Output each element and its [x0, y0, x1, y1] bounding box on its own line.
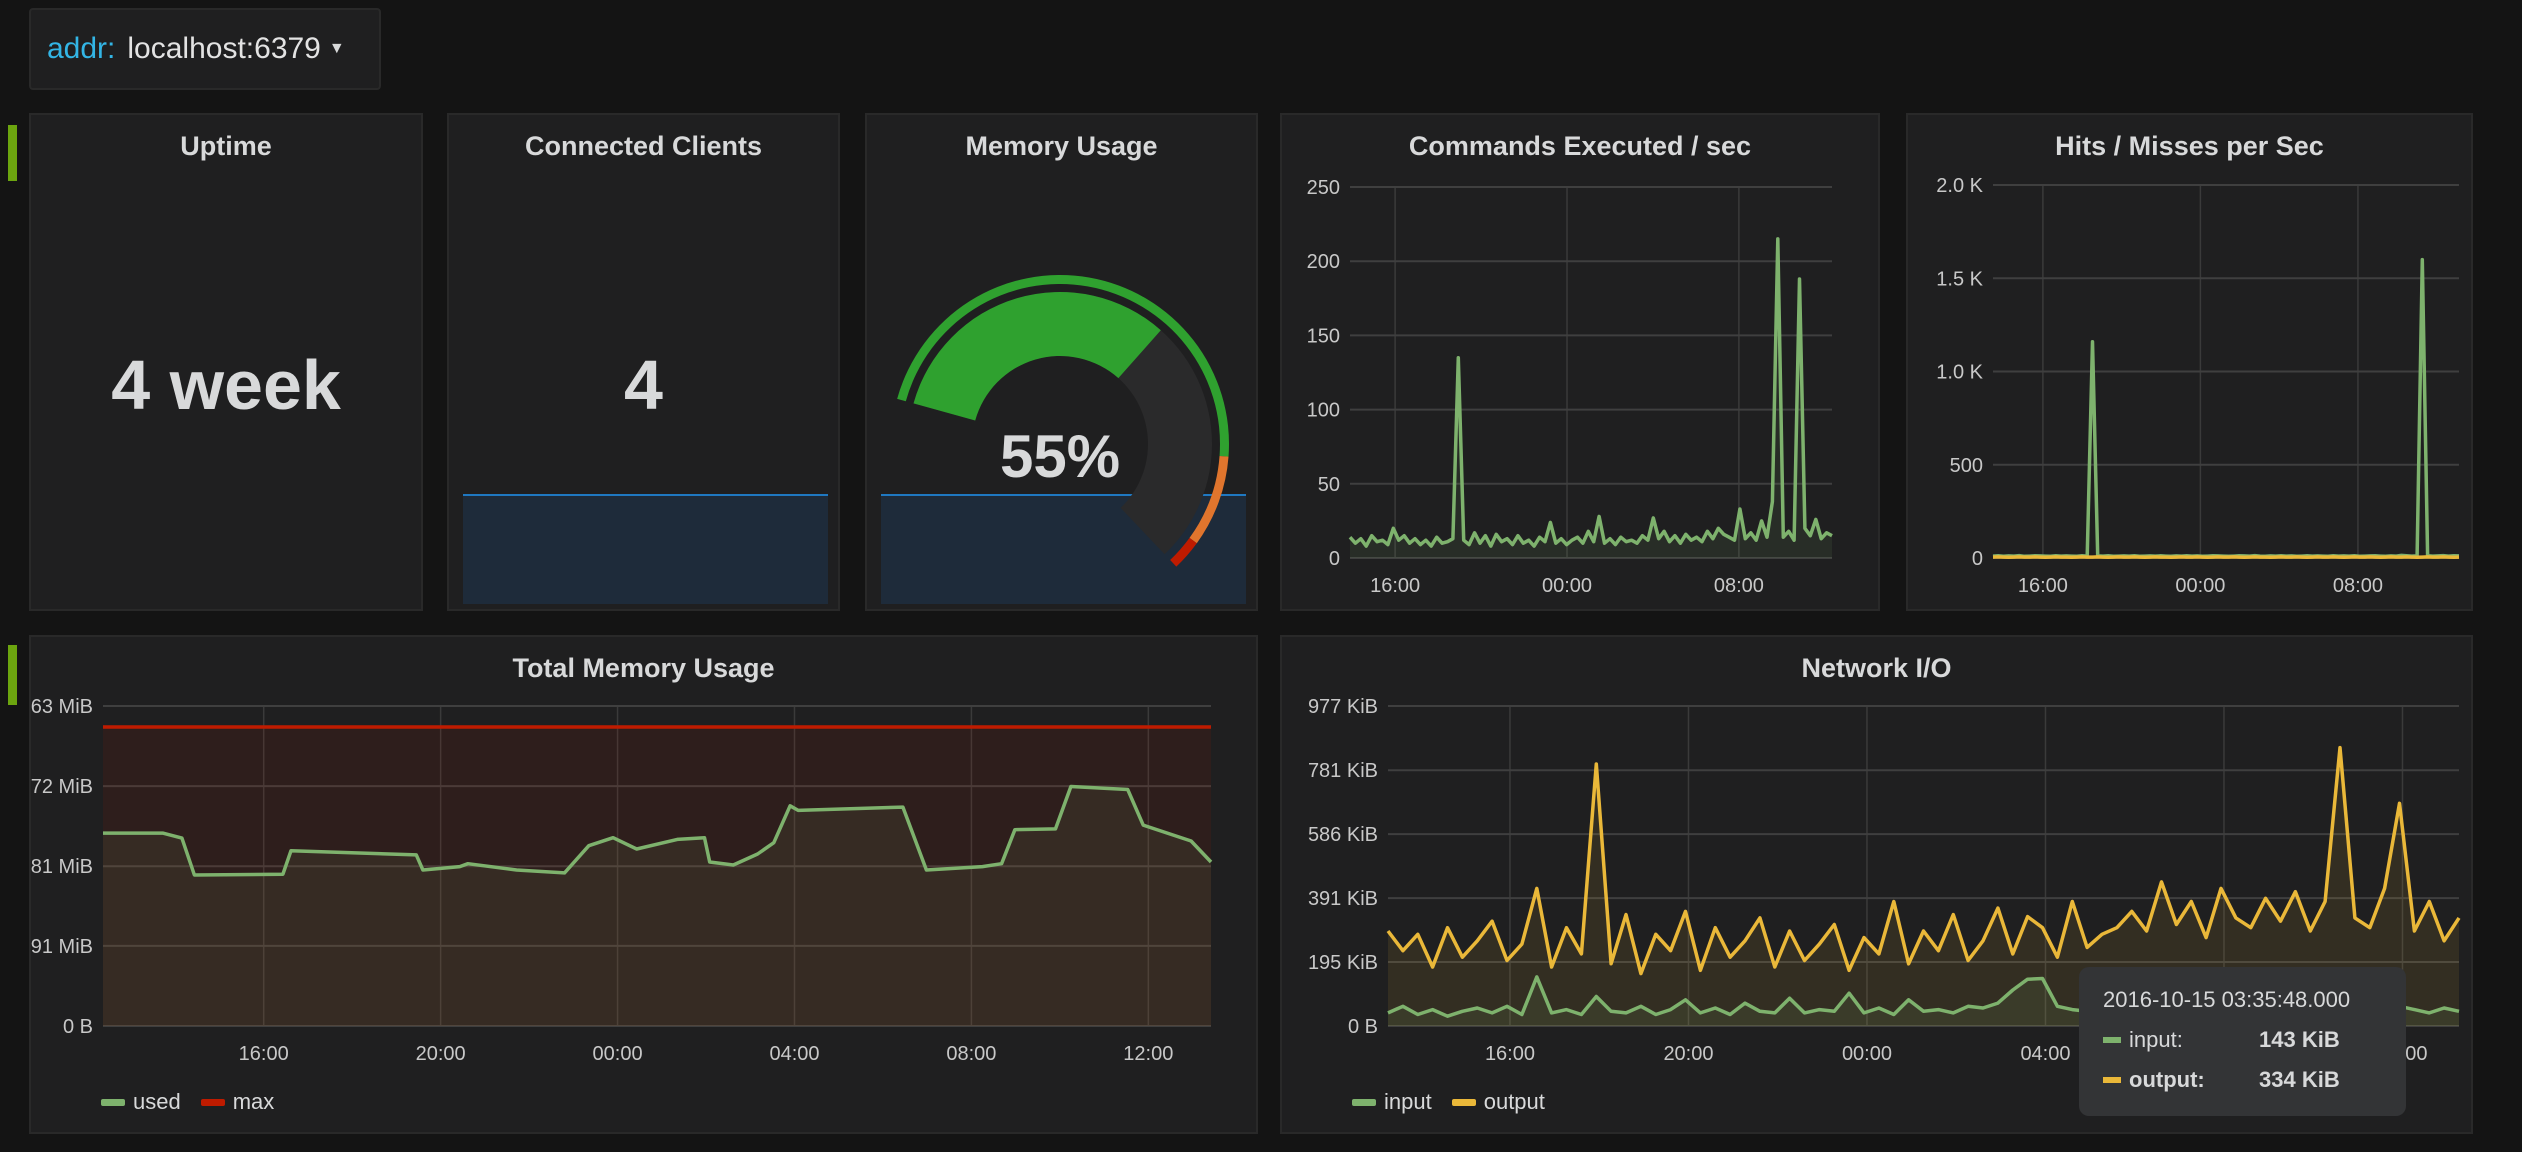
- tooltip-time: 2016-10-15 03:35:48.000: [2103, 987, 2351, 1012]
- y-tick-label: 100: [1307, 400, 1340, 422]
- panel-title[interactable]: Connected Clients: [524, 131, 763, 161]
- x-tick-label: 00:00: [1542, 575, 1592, 597]
- x-tick-label: 12:00: [1123, 1043, 1173, 1065]
- panel-connected-clients: Connected Clients 4: [447, 113, 840, 611]
- legend-item-used[interactable]: used: [101, 1089, 181, 1115]
- panel-title[interactable]: Uptime: [180, 131, 272, 161]
- y-tick-label: 195 KiB: [1308, 952, 1378, 974]
- legend: input output: [1352, 1089, 1545, 1115]
- y-tick-label: 191 MiB: [31, 936, 93, 958]
- y-tick-label: 781 KiB: [1308, 760, 1378, 782]
- variable-value: localhost:6379: [127, 32, 321, 65]
- commands-chart: 16:00 00:00 08:00 0 50 100 150 200 250: [1307, 177, 1833, 597]
- panel-title[interactable]: Hits / Misses per Sec: [2055, 131, 2324, 161]
- y-tick-label: 0 B: [1348, 1016, 1378, 1038]
- panel-total-memory: Total Memory Usage 16:00 20:00 00:00 04:00 0…: [29, 635, 1258, 1134]
- row-indicator: [8, 125, 17, 181]
- y-tick-label: 0: [1972, 548, 1983, 570]
- tooltip-row-output: output: 334 KiB: [2103, 1067, 2382, 1093]
- panel-memory-usage: Memory Usage 55%: [865, 113, 1258, 611]
- uptime-value: 4 week: [111, 346, 341, 424]
- legend-item-output[interactable]: output: [1451, 1089, 1545, 1115]
- panel-network-io: Network I/O 16:0020:0000:0004:0008:0012:…: [1280, 635, 2473, 1134]
- gauge-threshold-critical: [1170, 537, 1197, 567]
- panel-title[interactable]: Total Memory Usage: [512, 653, 775, 683]
- legend-item-max[interactable]: max: [200, 1089, 274, 1115]
- x-tick-label: 08:00: [2333, 575, 2383, 597]
- caret-down-icon: ▼: [328, 40, 345, 57]
- series-line: [1348, 237, 1833, 548]
- panel-uptime: Uptime 4 week: [29, 113, 423, 611]
- y-tick-label: 1.5 K: [1936, 268, 1983, 290]
- series-area: [1388, 747, 2459, 1026]
- x-tick-label: 20:00: [1663, 1043, 1713, 1065]
- y-tick-label: 977 KiB: [1308, 696, 1378, 718]
- y-tick-label: 50: [1318, 474, 1340, 496]
- x-tick-label: 00:00: [593, 1043, 643, 1065]
- y-tick-label: 2.0 K: [1936, 175, 1983, 197]
- x-tick-label: 04:00: [2020, 1043, 2070, 1065]
- panel-title[interactable]: Commands Executed / sec: [1408, 131, 1752, 161]
- y-tick-label: 0 B: [63, 1016, 93, 1038]
- gauge-value-arc: [913, 292, 1161, 421]
- series-area: [103, 786, 1211, 1026]
- y-tick-label: 586 KiB: [1308, 824, 1378, 846]
- x-tick-label: 08:00: [946, 1043, 996, 1065]
- y-tick-label: 150: [1307, 325, 1340, 347]
- gauge-value-text: 55%: [1000, 423, 1120, 490]
- row-indicator: [8, 645, 17, 705]
- x-tick-label: 16:00: [1485, 1043, 1535, 1065]
- panel-title[interactable]: Network I/O: [1801, 653, 1952, 683]
- gauge-threshold-warning: [1189, 455, 1229, 544]
- y-tick-label: 250: [1307, 177, 1340, 199]
- variable-label: addr:: [47, 32, 116, 65]
- legend-item-input[interactable]: input: [1352, 1089, 1432, 1115]
- x-tick-label: 20:00: [416, 1043, 466, 1065]
- series-area: [103, 727, 1211, 1026]
- x-tick-label: 08:00: [1714, 575, 1764, 597]
- x-tick-label: 04:00: [769, 1043, 819, 1065]
- hits-misses-chart: 16:00 00:00 08:00 0 500 1.0 K 1.5 K 2.0 K: [1936, 175, 2460, 597]
- x-tick-label: 00:00: [1842, 1043, 1892, 1065]
- y-tick-label: 1.0 K: [1936, 362, 1983, 384]
- series-line-output: [1386, 745, 2461, 976]
- series-area: [1350, 238, 1832, 558]
- x-tick-label: 16:00: [2018, 575, 2068, 597]
- clients-value: 4: [624, 346, 663, 424]
- y-tick-label: 200: [1307, 251, 1340, 273]
- tooltip-row-input: input: 143 KiB: [2103, 1027, 2382, 1053]
- y-tick-label: 572 MiB: [31, 776, 93, 798]
- x-tick-label: 16:00: [1370, 575, 1420, 597]
- x-tick-label: 00:00: [2175, 575, 2225, 597]
- series-line-used: [103, 784, 1213, 877]
- hover-tooltip: 2016-10-15 03:35:48.000 input: 143 KiB ou…: [2079, 967, 2406, 1116]
- y-tick-label: 0: [1329, 548, 1340, 570]
- panel-title[interactable]: Memory Usage: [965, 131, 1158, 161]
- y-tick-label: 500: [1950, 455, 1983, 477]
- panel-commands-executed: Commands Executed / sec 16:00 00:00 08:00 0…: [1280, 113, 1880, 611]
- total-memory-chart: 16:00 20:00 00:00 04:00 08:00 12:00 0 B 191 MiB…: [31, 696, 1213, 1065]
- x-tick-label: 16:00: [239, 1043, 289, 1065]
- legend: used max: [101, 1089, 274, 1115]
- panel-hits-misses: Hits / Misses per Sec 16:00 00:00 08:00 0 50…: [1906, 113, 2473, 611]
- y-tick-label: 763 MiB: [31, 696, 93, 718]
- memory-gauge: 55%: [897, 274, 1229, 567]
- addr-variable-dropdown[interactable]: addr: localhost:6379 ▼: [29, 8, 381, 90]
- sparkline: [463, 494, 828, 604]
- y-tick-label: 391 KiB: [1308, 888, 1378, 910]
- series-line: [1992, 257, 2460, 559]
- y-tick-label: 381 MiB: [31, 856, 93, 878]
